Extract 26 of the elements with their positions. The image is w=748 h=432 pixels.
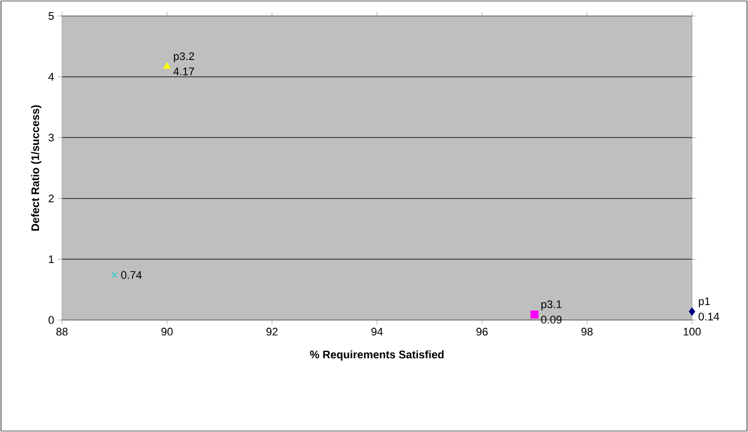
- x-tick-label: 88: [56, 328, 68, 336]
- series-label: p3.1: [541, 300, 562, 310]
- y-tick-label: 4: [48, 73, 54, 81]
- x-axis-title: % Requirements Satisfied: [310, 350, 444, 361]
- x-tick-label: 94: [371, 328, 383, 336]
- y-tick-label: 0: [48, 316, 54, 324]
- point: [530, 310, 539, 319]
- point: [163, 62, 171, 69]
- x-tick-label: 92: [266, 328, 278, 336]
- y-tick-label: 1: [48, 255, 54, 263]
- data-label: 0.09: [541, 316, 562, 324]
- data-label: 0.74: [121, 271, 142, 279]
- data-label: 4.17: [173, 68, 194, 76]
- series-label: p3.2: [174, 52, 194, 62]
- series-label: p1: [698, 297, 710, 308]
- y-axis-title: Defect Ratio (1/success): [31, 105, 42, 231]
- data-label: 0.14: [698, 312, 720, 320]
- x-tick-label: 96: [476, 328, 488, 336]
- x-tick-label: 100: [684, 328, 701, 336]
- x-tick-label: 90: [161, 328, 173, 336]
- y-tick-label: 2: [48, 194, 54, 202]
- y-tick-label: 5: [48, 12, 54, 20]
- point: [112, 272, 118, 278]
- x-tick-label: 98: [581, 328, 593, 336]
- y-tick-label: 3: [48, 134, 54, 142]
- point: [688, 307, 696, 316]
